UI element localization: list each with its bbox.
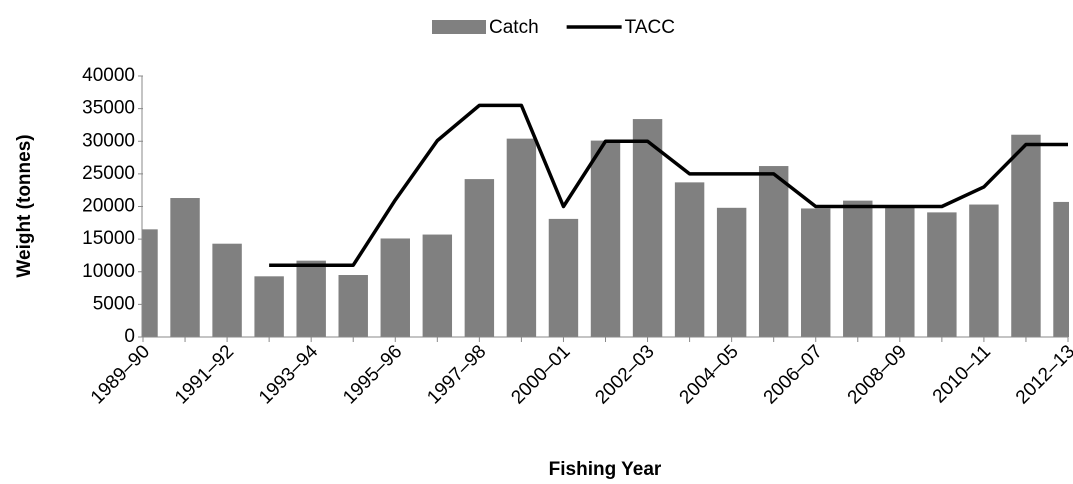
bar bbox=[548, 218, 579, 337]
y-tick-label: 30000 bbox=[82, 130, 135, 151]
y-tick-label: 5000 bbox=[93, 293, 135, 314]
bar bbox=[338, 275, 368, 337]
x-tick-label: 2002–03 bbox=[591, 341, 658, 408]
y-tick-label: 10000 bbox=[82, 261, 135, 282]
x-tick-label: 2006–07 bbox=[760, 341, 827, 408]
x-tick-label: 2000–01 bbox=[507, 341, 574, 408]
x-tick-label: 2012–13 bbox=[1012, 341, 1073, 408]
y-tick-label: 15000 bbox=[82, 228, 135, 249]
bar bbox=[170, 198, 200, 337]
bar bbox=[632, 119, 663, 337]
x-tick-label: 2010–11 bbox=[929, 341, 995, 407]
bar bbox=[142, 229, 158, 337]
y-tick-label: 35000 bbox=[82, 98, 135, 119]
bar bbox=[254, 276, 284, 337]
bar bbox=[1053, 201, 1069, 337]
legend-swatch bbox=[432, 20, 486, 34]
x-tick-label: 1991–92 bbox=[171, 341, 238, 408]
bar bbox=[506, 138, 537, 337]
y-tick-label: 20000 bbox=[82, 196, 135, 217]
bar bbox=[927, 212, 957, 337]
y-tick-label: 40000 bbox=[82, 65, 135, 86]
bar bbox=[843, 200, 873, 337]
x-tick-label: 1995–96 bbox=[339, 341, 406, 408]
bar bbox=[758, 166, 789, 337]
x-tick-label: 1989–90 bbox=[87, 341, 154, 408]
y-axis-label: Weight (tonnes) bbox=[14, 134, 35, 277]
x-tick-label: 2004–05 bbox=[676, 341, 743, 408]
bar bbox=[296, 260, 326, 337]
legend-label: Catch bbox=[489, 17, 539, 38]
x-tick-label: 2008–09 bbox=[844, 341, 911, 408]
x-axis-label: Fishing Year bbox=[549, 459, 662, 480]
bar bbox=[801, 208, 831, 337]
bar bbox=[1011, 134, 1041, 337]
bar bbox=[716, 207, 747, 337]
plot-area bbox=[142, 119, 1069, 337]
x-tick-label: 1993–94 bbox=[255, 341, 322, 408]
bar bbox=[969, 204, 999, 337]
bar bbox=[380, 238, 410, 337]
bar bbox=[590, 140, 621, 337]
bar bbox=[674, 182, 705, 337]
y-tick-label: 0 bbox=[124, 326, 135, 347]
bar bbox=[885, 205, 915, 337]
legend-label: TACC bbox=[625, 17, 675, 38]
line bbox=[269, 103, 1068, 267]
x-tick-label: 1997–98 bbox=[423, 341, 490, 408]
y-tick-label: 25000 bbox=[82, 163, 135, 184]
bar bbox=[464, 179, 495, 337]
bar bbox=[212, 243, 242, 337]
bar bbox=[422, 234, 453, 337]
